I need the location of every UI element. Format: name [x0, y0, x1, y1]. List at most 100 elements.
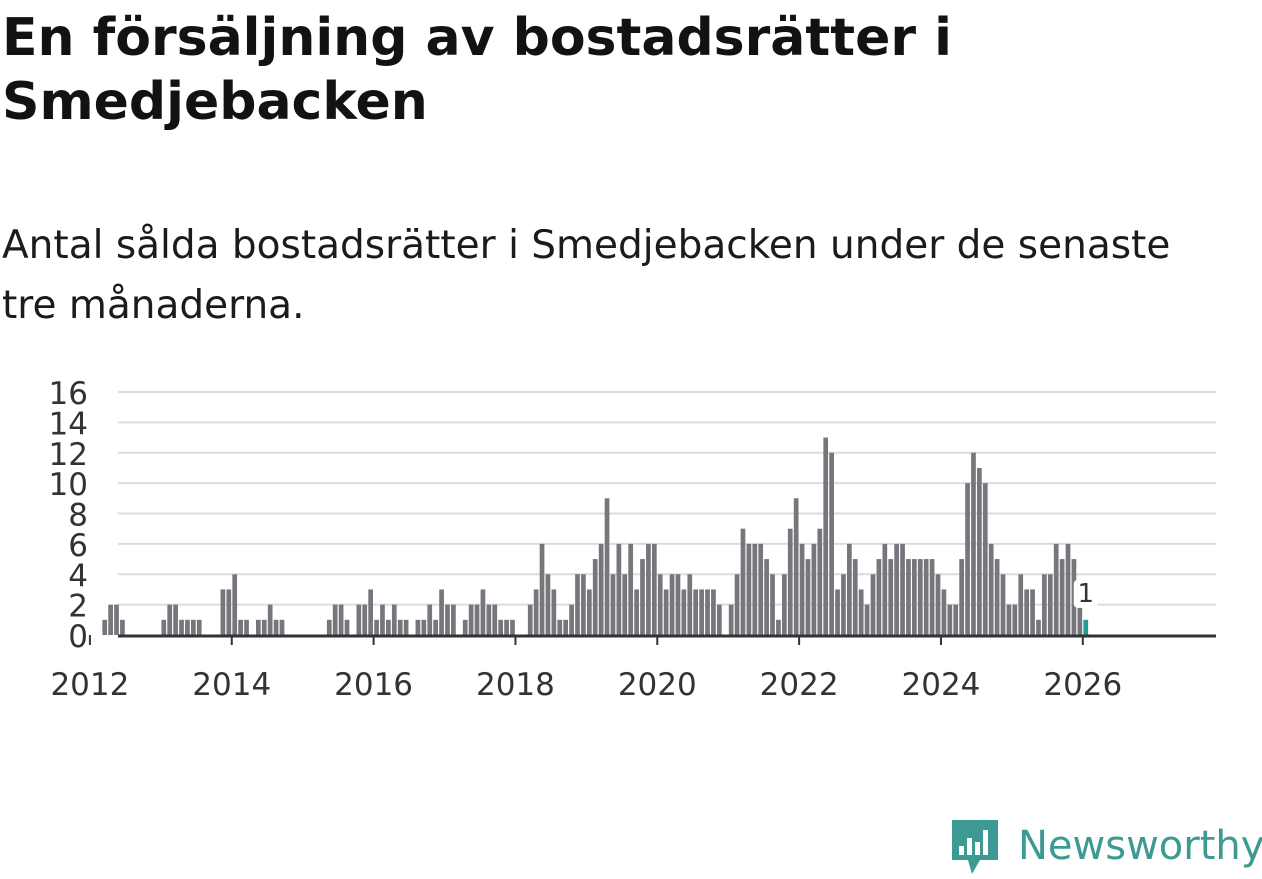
y-tick-label: 6 [68, 528, 88, 564]
bar [108, 604, 113, 635]
bar [386, 619, 391, 635]
bar [244, 619, 249, 635]
bar [1059, 559, 1065, 635]
bar [486, 604, 492, 635]
bar [220, 589, 226, 635]
bar [1012, 604, 1018, 635]
highlighted-bar [1083, 619, 1089, 635]
bar [1053, 543, 1059, 635]
bar [917, 559, 923, 635]
bar [273, 619, 279, 635]
bar [610, 574, 616, 635]
bar [746, 543, 752, 635]
bar [1047, 574, 1053, 635]
bar [935, 574, 941, 635]
x-tick-label: 2018 [476, 667, 555, 703]
bar [770, 574, 775, 635]
highlight-value-label: 1 [1077, 579, 1094, 609]
bar [699, 589, 704, 635]
bar [882, 543, 888, 635]
bar [1006, 604, 1012, 635]
bar [817, 528, 823, 635]
bar [380, 604, 385, 635]
bar [1042, 574, 1047, 635]
bar [356, 604, 362, 635]
bar [965, 483, 970, 635]
bar [835, 589, 840, 635]
bar [326, 619, 332, 635]
bar [787, 528, 793, 635]
bar [994, 559, 1000, 635]
bar [362, 604, 368, 635]
highlight-annotation: 1 [1073, 579, 1098, 609]
bar [433, 619, 439, 635]
bar [852, 559, 858, 635]
bar [1024, 589, 1030, 635]
bar [397, 619, 403, 635]
bar [114, 604, 119, 635]
newsworthy-logo-icon [952, 820, 998, 874]
bar [941, 589, 947, 635]
bar [799, 543, 805, 635]
newsworthy-brand[interactable]: Newsworthy [950, 816, 1262, 876]
bar [1065, 543, 1071, 635]
bar [581, 574, 586, 635]
bar [959, 559, 964, 635]
bar [102, 619, 108, 635]
bar [179, 619, 184, 635]
bar [847, 543, 852, 635]
bar [651, 543, 657, 635]
bar [906, 559, 911, 635]
y-tick-label: 12 [49, 437, 88, 473]
bar [912, 559, 917, 635]
bar [551, 589, 557, 635]
bar [232, 574, 238, 635]
bar [598, 543, 604, 635]
bar [675, 574, 681, 635]
bar [415, 619, 421, 635]
x-tick-label: 2016 [334, 667, 413, 703]
bar [575, 574, 580, 635]
bar [261, 619, 267, 635]
bar [604, 498, 610, 635]
y-tick-label: 14 [49, 406, 88, 442]
bar [982, 483, 988, 635]
bar [711, 589, 716, 635]
bar [823, 437, 829, 635]
bar [173, 604, 178, 635]
x-tick-label: 2014 [192, 667, 271, 703]
bar [805, 559, 811, 635]
bar [734, 574, 740, 635]
bar [451, 604, 456, 635]
bar [480, 589, 486, 635]
bar [1000, 574, 1006, 635]
bar [468, 604, 474, 635]
label-background [1073, 579, 1098, 608]
bar [439, 589, 444, 635]
y-tick-label: 0 [68, 619, 88, 655]
bar [445, 604, 450, 635]
bar [758, 543, 764, 635]
bar [640, 559, 645, 635]
bar [841, 574, 846, 635]
x-tick-label: 2026 [1043, 667, 1122, 703]
bar [1018, 574, 1024, 635]
bar [545, 574, 551, 635]
bar [161, 619, 167, 635]
bar [876, 559, 882, 635]
bar [185, 619, 190, 635]
bar [196, 619, 202, 635]
bar [622, 574, 628, 635]
bar [646, 543, 651, 635]
bar [368, 589, 373, 635]
bar [693, 589, 699, 635]
bar [391, 604, 397, 635]
gridlines [118, 391, 1216, 606]
y-tick-label: 16 [49, 376, 88, 412]
bar [586, 589, 592, 635]
bar [988, 543, 994, 635]
y-tick-label: 4 [68, 558, 88, 594]
bar [344, 619, 350, 635]
bar [781, 574, 787, 635]
